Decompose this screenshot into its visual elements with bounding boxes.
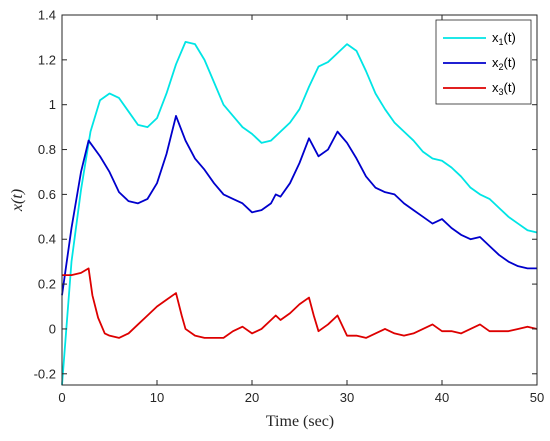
series-line-1 — [61, 41, 538, 386]
y-tick-label: 0.2 — [38, 277, 56, 292]
x-tick-label: 50 — [530, 390, 544, 405]
x-tick-label: 10 — [150, 390, 164, 405]
legend: x1(t) x2(t) x3(t) — [435, 19, 532, 105]
x-tick-label: 20 — [245, 390, 259, 405]
y-tick-label: -0.2 — [34, 366, 56, 381]
legend-label-2: x2(t) — [492, 55, 516, 72]
y-axis-label: x(t) — [9, 189, 26, 212]
y-tick-label: 0.8 — [38, 142, 56, 157]
y-tick-label: 0 — [49, 321, 56, 336]
y-tick-label: 1 — [49, 97, 56, 112]
x-tick-label: 40 — [435, 390, 449, 405]
y-tick-label: 1.2 — [38, 52, 56, 67]
legend-label-1: x1(t) — [492, 30, 516, 47]
y-tick-label: 0.4 — [38, 232, 56, 247]
y-tick-label: 0.6 — [38, 187, 56, 202]
series-line-3 — [62, 267, 538, 339]
x-tick-label: 30 — [340, 390, 354, 405]
x-axis: 0 10 20 30 40 50 — [58, 15, 544, 405]
y-axis: -0.2 0 0.2 0.4 0.6 0.8 1 1.2 1.4 — [34, 8, 537, 381]
legend-label-3: x3(t) — [492, 80, 516, 97]
series-layer — [61, 41, 538, 386]
legend-box — [435, 19, 532, 105]
plot-frame — [61, 14, 538, 386]
series-line-2 — [61, 115, 537, 296]
x-tick-label: 0 — [58, 390, 65, 405]
x-axis-label: Time (sec) — [266, 413, 334, 430]
y-tick-label: 1.4 — [38, 8, 56, 23]
